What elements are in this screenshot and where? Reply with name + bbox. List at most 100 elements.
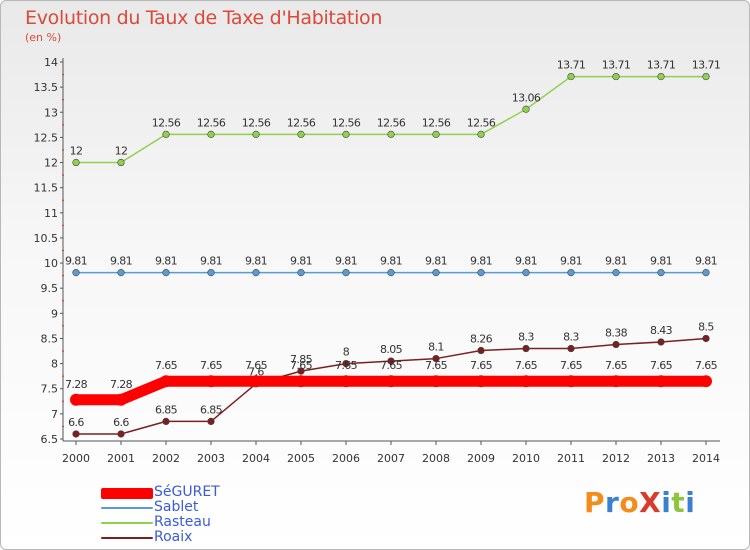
data-label-rasteau: 12.56 <box>242 116 271 129</box>
legend-label-sablet: Sablet <box>154 499 199 515</box>
y-tick-label: 6.5 <box>41 433 59 446</box>
y-tick-label: 8.5 <box>41 332 59 345</box>
data-point-rasteau <box>252 130 260 138</box>
data-label-sablet: 9.81 <box>65 255 87 268</box>
data-point-rasteau <box>342 130 350 138</box>
data-point-sablet <box>72 269 80 277</box>
y-tick-label: 10 <box>44 257 58 270</box>
data-label-sablet: 9.81 <box>650 255 672 268</box>
data-point-roaix <box>612 340 620 349</box>
data-label-roaix: 8.3 <box>518 331 534 344</box>
data-point-sguret <box>115 393 127 406</box>
data-point-sablet <box>117 269 125 277</box>
x-tick-label: 2009 <box>467 452 495 465</box>
data-label-rasteau: 12.56 <box>332 116 361 129</box>
data-point-sablet <box>387 269 395 277</box>
data-label-rasteau: 13.71 <box>647 59 676 72</box>
data-label-sguret: 7.65 <box>425 359 448 372</box>
data-point-roaix <box>297 367 305 375</box>
data-label-rasteau: 12 <box>115 145 128 158</box>
data-label-sablet: 9.81 <box>470 255 492 268</box>
x-tick-label: 2006 <box>332 452 360 465</box>
x-tick-label: 2001 <box>107 452 135 465</box>
logo-letter: i <box>661 486 672 519</box>
data-label-sablet: 9.81 <box>200 255 222 268</box>
logo-letter: r <box>605 486 620 519</box>
legend-swatch-seguret <box>101 488 153 499</box>
data-point-sguret <box>385 375 397 388</box>
data-point-rasteau <box>432 130 440 138</box>
data-label-rasteau: 12.56 <box>152 116 181 129</box>
data-point-rasteau <box>297 130 305 138</box>
data-label-roaix: 8.05 <box>380 343 403 356</box>
data-label-rasteau: 12 <box>70 145 83 158</box>
chart-unit: (en %) <box>25 31 62 44</box>
data-label-sguret: 7.65 <box>290 359 313 372</box>
data-label-roaix: 8.43 <box>650 324 673 337</box>
data-label-rasteau: 13.71 <box>557 59 586 72</box>
y-tick-label: 9.5 <box>41 282 59 295</box>
data-point-rasteau <box>477 130 485 138</box>
data-label-roaix: 8.5 <box>698 320 714 333</box>
data-point-sguret <box>295 375 307 388</box>
logo-letter: P <box>584 486 606 519</box>
x-axis: 2000 2001 2002 2003 2004 2005 2006 2007 2008 2009… <box>62 440 720 465</box>
data-label-rasteau: 12.56 <box>287 116 316 129</box>
data-point-sablet <box>567 269 575 277</box>
data-label-roaix: 8.3 <box>563 331 579 344</box>
data-point-sguret <box>430 375 442 388</box>
data-point-sguret <box>610 375 622 388</box>
data-label-sablet: 9.81 <box>695 255 717 268</box>
data-point-sguret <box>70 393 82 406</box>
data-label-roaix: 8 <box>343 346 350 359</box>
data-point-rasteau <box>657 72 665 81</box>
data-label-rasteau: 12.56 <box>467 116 496 129</box>
data-point-rasteau <box>522 105 530 113</box>
data-point-sablet <box>702 269 710 277</box>
x-tick-label: 2002 <box>152 452 180 465</box>
data-point-roaix <box>387 357 395 365</box>
data-label-sguret: 7.65 <box>155 359 178 372</box>
proxiti-logo: ProXiti <box>584 486 695 519</box>
data-point-sablet <box>207 269 215 277</box>
series-labels: 12 12 12.56 12.56 12.56 12.56 12.56 12.56 12.56 1… <box>65 59 721 429</box>
y-tick-label: 11.5 <box>34 182 59 195</box>
data-label-sablet: 9.81 <box>560 255 582 268</box>
data-label-sablet: 9.81 <box>515 255 537 268</box>
x-tick-label: 2010 <box>512 452 540 465</box>
data-label-sguret: 7.65 <box>605 359 628 372</box>
y-tick-label: 13 <box>44 106 58 119</box>
data-label-roaix: 6.6 <box>113 416 129 429</box>
data-point-sablet <box>522 269 530 277</box>
data-point-rasteau <box>207 130 215 138</box>
x-tick-label: 2004 <box>242 452 270 465</box>
data-point-roaix <box>567 344 575 353</box>
data-label-rasteau: 12.56 <box>422 116 451 129</box>
chart-title: Evolution du Taux de Taxe d'Habitation <box>25 7 383 29</box>
data-label-rasteau: 13.06 <box>512 91 541 104</box>
legend-swatch-rasteau <box>101 522 153 524</box>
x-tick-label: 2014 <box>692 452 720 465</box>
data-label-sguret: 7.65 <box>380 359 403 372</box>
data-label-sablet: 9.81 <box>380 255 402 268</box>
data-label-roaix: 7.85 <box>290 353 313 366</box>
x-tick-label: 2005 <box>287 452 315 465</box>
data-point-sguret <box>565 375 577 388</box>
logo-letter: t <box>671 486 686 519</box>
data-point-roaix <box>342 360 350 368</box>
data-point-rasteau <box>162 130 170 138</box>
y-tick-label: 8 <box>51 358 58 371</box>
data-point-sguret <box>340 375 352 388</box>
data-point-roaix <box>477 346 485 355</box>
data-label-sguret: 7.65 <box>245 359 268 372</box>
legend-label-roaix: Roaix <box>154 529 193 545</box>
legend-swatch-sablet <box>101 507 153 509</box>
x-tick-label: 2007 <box>377 452 405 465</box>
logo-letter: o <box>619 486 640 519</box>
data-label-sablet: 9.81 <box>335 255 357 268</box>
data-point-roaix <box>702 334 710 343</box>
data-label-rasteau: 13.71 <box>692 59 721 72</box>
data-point-sablet <box>297 269 305 277</box>
